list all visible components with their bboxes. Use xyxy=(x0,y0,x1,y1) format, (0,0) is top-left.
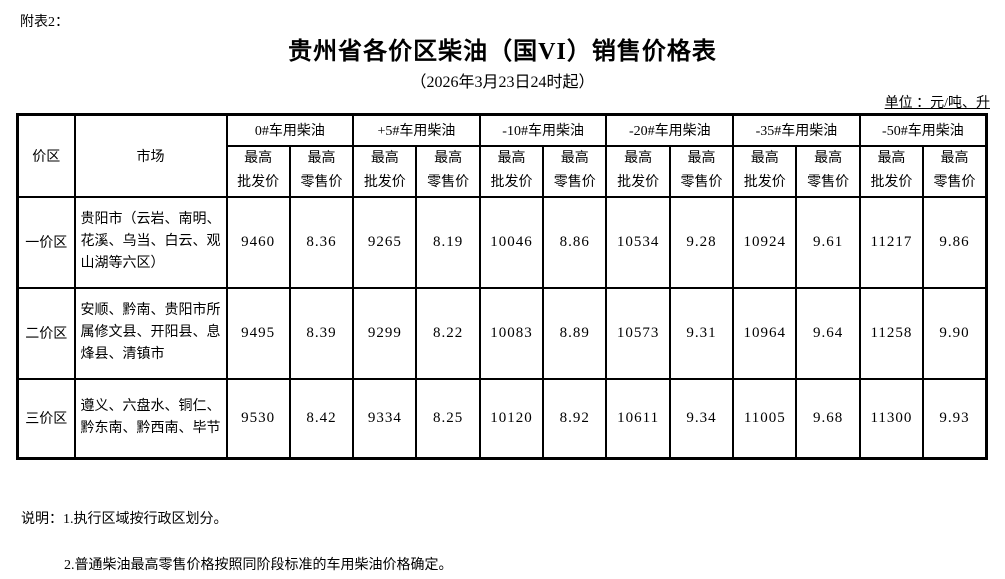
subheader-wholesale: 最高 批发价 xyxy=(478,144,545,198)
table-row: 一价区 贵阳市（云岩、南明、花溪、乌当、白云、观山湖等六区） 9460 8.36… xyxy=(16,195,988,289)
page-subtitle: （2026年3月23日24时起） xyxy=(410,74,595,91)
subheader-retail: 最高 零售价 xyxy=(922,144,988,198)
price-cell: 8.86 xyxy=(542,195,608,289)
price-cell: 9495 xyxy=(225,286,291,380)
price-cell: 9530 xyxy=(225,377,291,460)
notes: 说明：1.执行区域按行政区划分。 2.普通柴油最高零售价格按照同阶段标准的车用柴… xyxy=(21,508,1005,574)
zone-cell: 三价区 xyxy=(16,377,76,460)
zone-cell: 一价区 xyxy=(16,195,76,289)
price-cell: 9.68 xyxy=(795,377,861,460)
corner-header-zone: 价区 xyxy=(16,113,76,198)
price-cell: 9.28 xyxy=(668,195,735,289)
corner-header-market: 市场 xyxy=(73,113,228,198)
price-cell: 11300 xyxy=(858,377,925,460)
price-table: 价区 市场 0#车用柴油 +5#车用柴油 -10#车用柴油 -20#车用柴油 -… xyxy=(16,113,988,460)
price-cell: 11217 xyxy=(858,195,925,289)
subheader-wholesale: 最高 批发价 xyxy=(352,144,418,198)
subheader-retail: 最高 零售价 xyxy=(668,144,735,198)
header-sub-row: 最高 批发价 最高 零售价 最高 批发价 最高 零售价 最高 批发价 最高 零售… xyxy=(18,144,988,198)
price-cell: 10120 xyxy=(478,377,545,460)
market-cell: 安顺、黔南、贵阳市所属修文县、开阳县、息烽县、清镇市 xyxy=(73,286,228,380)
zone-cell: 二价区 xyxy=(16,286,76,380)
price-cell: 10046 xyxy=(478,195,545,289)
group-header-4: -35#车用柴油 xyxy=(732,113,861,147)
table-row: 三价区 遵义、六盘水、铜仁、黔东南、黔西南、毕节 9530 8.42 9334 … xyxy=(16,377,988,460)
unit-label: 单位 ：元/吨、升 xyxy=(884,96,990,111)
price-cell: 8.92 xyxy=(542,377,608,460)
note-line-1: 说明：1.执行区域按行政区划分。 xyxy=(21,512,228,527)
price-cell: 10964 xyxy=(732,286,798,380)
group-header-1: +5#车用柴油 xyxy=(352,113,481,147)
page-title: 贵州省各价区柴油（国VI）销售价格表 xyxy=(288,39,717,65)
price-cell: 10083 xyxy=(478,286,545,380)
price-cell: 9265 xyxy=(352,195,418,289)
price-cell: 9.61 xyxy=(795,195,861,289)
price-cell: 9299 xyxy=(352,286,418,380)
market-cell: 贵阳市（云岩、南明、花溪、乌当、白云、观山湖等六区） xyxy=(73,195,228,289)
header-group-row: 价区 市场 0#车用柴油 +5#车用柴油 -10#车用柴油 -20#车用柴油 -… xyxy=(16,113,988,198)
group-header-2: -10#车用柴油 xyxy=(478,113,608,147)
price-cell: 10924 xyxy=(732,195,798,289)
unit-line: 单位 ：元/吨、升 xyxy=(0,95,990,112)
price-cell: 9460 xyxy=(225,195,291,289)
price-cell: 8.42 xyxy=(288,377,355,460)
market-cell: 遵义、六盘水、铜仁、黔东南、黔西南、毕节 xyxy=(73,377,228,460)
price-cell: 9.34 xyxy=(668,377,735,460)
attachment-label: 附表2： xyxy=(20,15,69,30)
price-cell: 8.19 xyxy=(415,195,481,289)
price-cell: 8.36 xyxy=(288,195,355,289)
price-cell: 8.89 xyxy=(542,286,608,380)
subheader-retail: 最高 零售价 xyxy=(288,144,355,198)
group-header-0: 0#车用柴油 xyxy=(225,113,355,147)
price-cell: 9334 xyxy=(352,377,418,460)
note-line-2: 2.普通柴油最高零售价格按照同阶段标准的车用柴油价格确定。 xyxy=(64,558,453,573)
subheader-wholesale: 最高 批发价 xyxy=(732,144,798,198)
group-header-3: -20#车用柴油 xyxy=(605,113,735,147)
subheader-retail: 最高 零售价 xyxy=(542,144,608,198)
table-row: 二价区 安顺、黔南、贵阳市所属修文县、开阳县、息烽县、清镇市 9495 8.39… xyxy=(16,286,988,380)
price-cell: 8.25 xyxy=(415,377,481,460)
price-cell: 10611 xyxy=(605,377,671,460)
price-cell: 11258 xyxy=(858,286,925,380)
group-header-5: -50#车用柴油 xyxy=(858,113,988,147)
price-cell: 10534 xyxy=(605,195,671,289)
price-cell: 11005 xyxy=(732,377,798,460)
subheader-wholesale: 最高 批发价 xyxy=(225,144,291,198)
subheader-wholesale: 最高 批发价 xyxy=(605,144,671,198)
subheader-wholesale: 最高 批发价 xyxy=(858,144,925,198)
price-cell: 9.86 xyxy=(922,195,988,289)
price-cell: 8.22 xyxy=(415,286,481,380)
subheader-retail: 最高 零售价 xyxy=(415,144,481,198)
price-cell: 9.90 xyxy=(922,286,988,380)
price-cell: 8.39 xyxy=(288,286,355,380)
price-cell: 10573 xyxy=(605,286,671,380)
price-cell: 9.64 xyxy=(795,286,861,380)
price-cell: 9.93 xyxy=(922,377,988,460)
subheader-retail: 最高 零售价 xyxy=(795,144,861,198)
price-cell: 9.31 xyxy=(668,286,735,380)
